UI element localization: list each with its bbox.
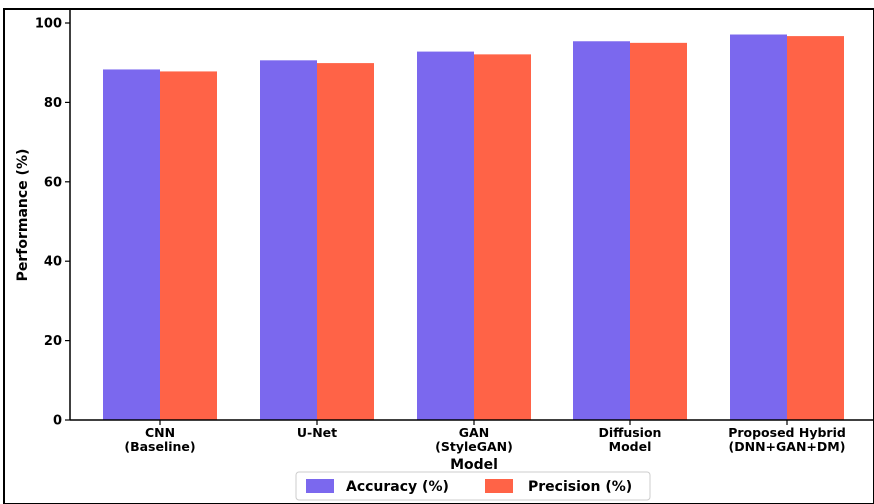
legend-box [295,471,651,501]
x-tick-label: (Baseline) [124,439,195,454]
legend-label-accuracy: Accuracy (%) [346,479,449,495]
bar-accuracy-0 [103,69,160,420]
x-tick-label: Diffusion [599,425,662,440]
y-axis-title: Performance (%) [15,149,31,282]
y-tick-label: 0 [53,414,62,429]
bar-precision-3 [630,42,687,420]
x-tick-label: (StyleGAN) [435,439,513,454]
y-tick-label: 80 [44,96,62,111]
y-ticks: 0 20 40 60 80 100 [35,17,70,429]
legend-label-precision: Precision (%) [528,479,632,495]
y-tick-label: 40 [44,255,62,270]
bar-accuracy-1 [260,60,317,421]
x-tick-label: (DNN+GAN+DM) [729,439,846,454]
bar-precision-4 [787,36,844,420]
bar-precision-2 [474,54,531,420]
bar-accuracy-4 [730,34,787,420]
x-axis-title: Model [450,457,498,473]
legend-swatch-accuracy [306,479,334,493]
bar-accuracy-3 [573,41,630,421]
bar-precision-0 [160,71,217,421]
y-tick-label: 60 [44,175,62,190]
y-tick-label: 20 [44,334,62,349]
x-tick-label: Model [609,439,652,454]
legend-swatch-precision [485,479,513,493]
bars-layer [103,34,844,421]
x-tick-label: CNN [145,425,175,440]
x-tick-label: Proposed Hybrid [728,425,846,440]
legend: Accuracy (%) Precision (%) [295,471,651,501]
y-tick-label: 100 [35,17,62,32]
x-tick-label: GAN [459,425,489,440]
bar-accuracy-2 [417,51,474,421]
x-ticks: CNN(Baseline) U-Net GAN(StyleGAN) Diffusion… [124,420,846,454]
x-tick-label: U-Net [297,425,337,440]
bar-precision-1 [317,63,374,421]
